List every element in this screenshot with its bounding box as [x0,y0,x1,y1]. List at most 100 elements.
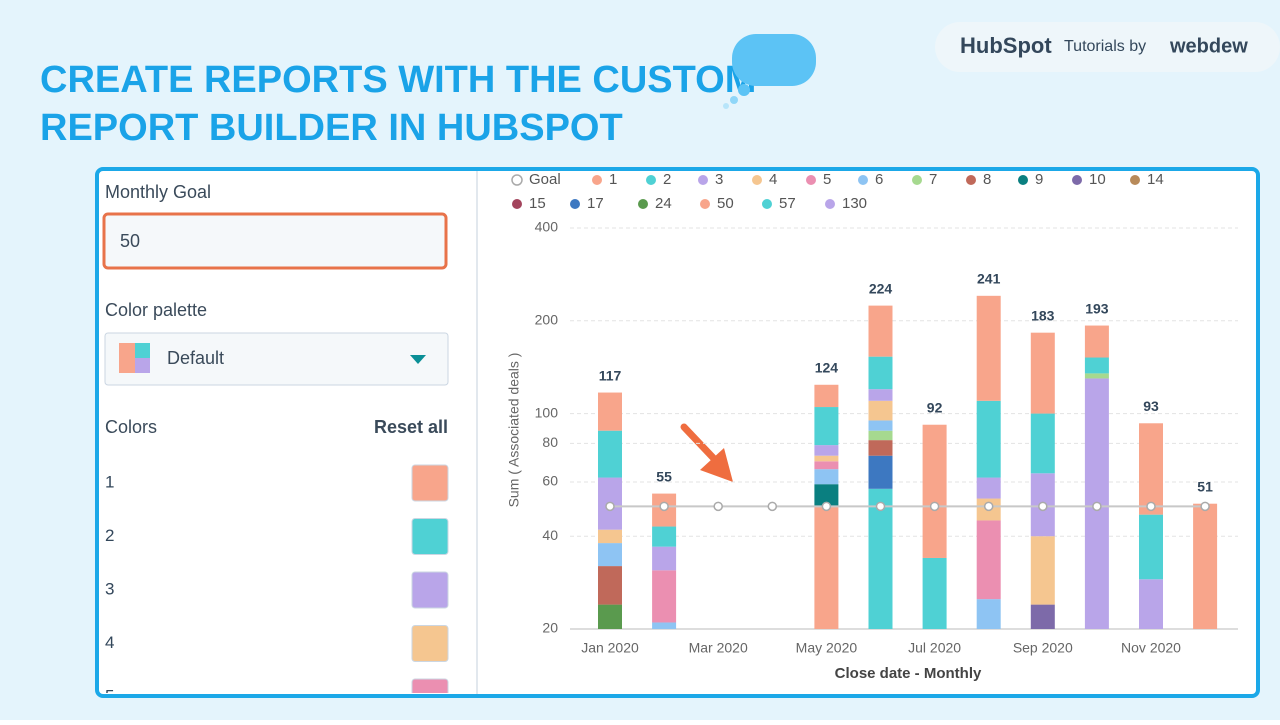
bar-segment [976,400,1001,478]
legend-label: 14 [1147,171,1164,188]
bar-segment [652,622,677,629]
legend-label: 130 [842,195,867,212]
x-tick-label: Jul 2020 [908,640,961,656]
bar-segment [868,455,893,489]
bar-segment [598,430,622,478]
bar-segment [814,455,839,462]
y-axis-title: Sum ( Associated deals ) [506,353,522,508]
legend-label: 1 [609,171,617,188]
legend-marker [638,199,648,209]
bar-segment [868,488,893,629]
bar-segment [1139,514,1163,580]
legend-marker [592,175,602,185]
total-label: 224 [869,280,893,296]
goal-point [821,501,832,512]
legend-label: 15 [529,195,546,212]
legend-label: Goal [529,171,561,188]
color-swatch[interactable] [411,518,449,555]
bar-segment [1030,413,1055,474]
legend-marker [825,199,835,209]
legend-label: 50 [717,195,734,212]
color-swatch[interactable] [411,678,449,715]
legend-label: 57 [779,195,796,212]
legend-label: 3 [715,171,723,188]
color-swatch[interactable] [411,625,449,662]
goal-point [713,501,723,512]
legend-label: 9 [1035,171,1043,188]
palette-dropdown[interactable] [104,332,449,386]
bar-segment [1084,357,1109,374]
bar-segment [598,529,622,544]
field-label: Monthly Goal [105,182,211,202]
bar-segment [598,566,622,605]
total-label: 124 [815,359,839,375]
x-tick-label: Jan 2020 [581,640,639,656]
bar-segment [1084,325,1109,358]
bar-segment [976,295,1001,401]
bar-segment [868,420,893,431]
bar-segment [814,445,839,456]
goal-point [605,501,615,512]
x-tick-label: Mar 2020 [689,640,748,656]
y-tick-label: 400 [535,219,559,235]
bar-segment [922,424,947,558]
total-label: 117 [599,367,622,383]
title-line: CREATE REPORTS WITH THE CUSTOM [40,59,756,101]
legend-label: 24 [655,195,672,212]
bar-segment [652,570,677,623]
goal-point [1146,501,1156,512]
reset-link[interactable]: Reset all [374,417,448,437]
brand-text: Tutorials by [1064,38,1146,55]
bar-segment [868,400,893,421]
color-swatch[interactable] [411,464,449,502]
bar-segment [814,469,839,485]
color-item-label: 1 [105,472,114,491]
x-tick-label: May 2020 [796,640,858,656]
legend-marker [698,175,708,185]
y-tick-label: 40 [542,527,558,543]
total-label: 183 [1031,307,1055,323]
legend-marker [912,175,922,185]
color-item-label: 5 [105,686,114,705]
bar-segment [814,461,839,470]
color-list: 1 2 3 4 5 [105,464,449,715]
bar-segment [598,392,622,431]
bar-segment [976,477,1001,499]
total-label: 93 [1143,398,1159,414]
y-tick-label: 60 [542,473,558,489]
color-item-label: 3 [105,579,114,598]
panel [95,167,1260,698]
partner: webdew [1169,35,1248,57]
bar-segment [1139,579,1163,629]
palette-value: Default [167,348,224,368]
color-swatch[interactable] [411,571,449,609]
legend-marker [1130,175,1140,185]
x-axis-title: Close date - Monthly [835,665,982,682]
bar-segment [1084,373,1109,379]
bar-segment [1139,423,1163,515]
legend-label: 7 [929,171,937,188]
brand: HubSpot [960,33,1052,58]
bar-segment [598,604,622,629]
x-tick-label: Nov 2020 [1121,640,1181,656]
bar-segment [976,599,1001,629]
bar-segment [598,543,622,567]
goal-point [1092,501,1102,512]
legend-label: 5 [823,171,831,188]
total-label: 55 [656,468,672,484]
y-tick-label: 20 [542,620,558,636]
y-tick-label: 100 [535,404,559,420]
bar-segment [868,305,893,357]
total-label: 193 [1085,300,1109,316]
legend-label: 17 [587,195,604,212]
goal-input[interactable] [102,212,448,270]
legend-marker [570,199,580,209]
bar-segment [652,526,677,547]
bar-segment [922,557,947,629]
legend-marker [646,175,656,185]
bar-segment [1030,536,1055,605]
palette-icon [119,343,150,373]
field-label: Colors [105,417,157,437]
legend-label: 6 [875,171,883,188]
goal-point [983,501,994,512]
